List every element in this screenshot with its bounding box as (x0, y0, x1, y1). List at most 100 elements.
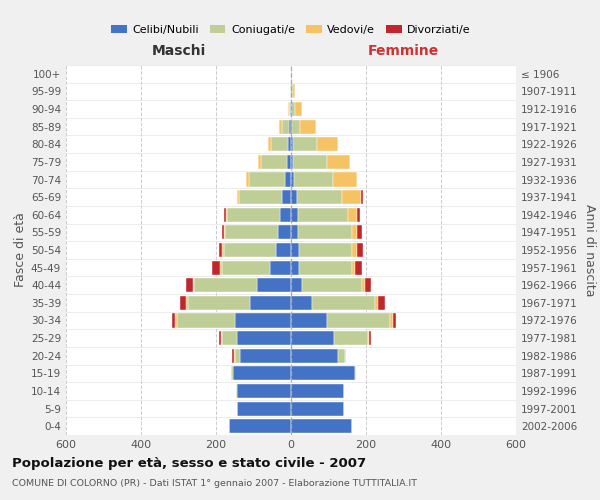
Bar (235, 314, 291, 328)
Bar (239, 190, 281, 204)
Bar (261, 155, 287, 169)
Bar (334, 331, 368, 345)
Bar (186, 278, 193, 292)
Bar (235, 348, 241, 363)
Bar (223, 243, 276, 257)
Bar (278, 226, 291, 239)
Bar (224, 226, 226, 239)
Bar (291, 120, 292, 134)
Bar (311, 296, 376, 310)
Bar (281, 190, 291, 204)
Bar (302, 278, 361, 292)
Bar (221, 260, 271, 274)
Text: COMUNE DI COLORNO (PR) - Dati ISTAT 1° gennaio 2007 - Elaborazione TUTTITALIA.IT: COMUNE DI COLORNO (PR) - Dati ISTAT 1° g… (12, 479, 417, 488)
Bar (236, 402, 291, 415)
Bar (292, 102, 295, 116)
Bar (295, 102, 302, 116)
Bar (222, 243, 223, 257)
Bar (299, 260, 352, 274)
Bar (220, 260, 221, 274)
Bar (233, 348, 235, 363)
Bar (194, 278, 257, 292)
Bar (291, 278, 302, 292)
Bar (172, 314, 175, 328)
Bar (326, 314, 391, 328)
Bar (291, 260, 299, 274)
Bar (293, 137, 317, 152)
Bar (352, 243, 356, 257)
Bar (236, 331, 291, 345)
Bar (370, 331, 371, 345)
Bar (293, 155, 327, 169)
Bar (222, 226, 224, 239)
Text: Popolazione per età, sesso e stato civile - 2007: Popolazione per età, sesso e stato civil… (12, 458, 366, 470)
Bar (289, 120, 291, 134)
Bar (271, 260, 291, 274)
Bar (291, 402, 343, 415)
Bar (175, 314, 176, 328)
Bar (283, 120, 289, 134)
Y-axis label: Anni di nascita: Anni di nascita (583, 204, 596, 296)
Bar (236, 384, 291, 398)
Bar (301, 120, 316, 134)
Bar (221, 331, 236, 345)
Bar (291, 226, 298, 239)
Bar (292, 120, 301, 134)
Bar (226, 208, 227, 222)
Bar (291, 208, 298, 222)
Bar (299, 243, 352, 257)
Bar (291, 190, 296, 204)
Bar (293, 84, 295, 98)
Bar (248, 172, 286, 186)
Bar (287, 155, 291, 169)
Bar (361, 278, 365, 292)
Bar (341, 190, 361, 204)
Bar (338, 348, 344, 363)
Bar (290, 102, 291, 116)
Bar (280, 120, 283, 134)
Bar (250, 296, 291, 310)
Bar (231, 366, 233, 380)
Bar (291, 384, 343, 398)
Bar (219, 331, 221, 345)
Bar (356, 208, 359, 222)
Bar (289, 102, 290, 116)
Bar (288, 137, 291, 152)
Bar (355, 366, 356, 380)
Bar (212, 260, 220, 274)
Bar (291, 331, 334, 345)
Bar (179, 296, 187, 310)
Bar (271, 137, 288, 152)
Bar (291, 137, 293, 152)
Bar (296, 190, 341, 204)
Text: Maschi: Maschi (151, 44, 206, 58)
Bar (233, 366, 291, 380)
Legend: Celibi/Nubili, Coniugati/e, Vedovi/e, Divorziati/e: Celibi/Nubili, Coniugati/e, Vedovi/e, Di… (107, 20, 475, 40)
Bar (349, 208, 356, 222)
Bar (361, 190, 362, 204)
Bar (298, 226, 352, 239)
Bar (237, 190, 239, 204)
Bar (291, 67, 292, 81)
Bar (317, 137, 338, 152)
Bar (276, 243, 291, 257)
Bar (176, 314, 235, 328)
Bar (241, 348, 291, 363)
Bar (291, 296, 311, 310)
Bar (379, 296, 385, 310)
Bar (219, 243, 222, 257)
Y-axis label: Fasce di età: Fasce di età (14, 212, 27, 288)
Bar (286, 172, 291, 186)
Bar (291, 243, 299, 257)
Bar (291, 155, 293, 169)
Bar (327, 155, 350, 169)
Bar (298, 208, 349, 222)
Text: Femmine: Femmine (368, 44, 439, 58)
Bar (368, 331, 370, 345)
Bar (292, 84, 293, 98)
Bar (376, 296, 379, 310)
Bar (229, 419, 291, 433)
Bar (193, 278, 194, 292)
Bar (280, 208, 291, 222)
Bar (357, 226, 362, 239)
